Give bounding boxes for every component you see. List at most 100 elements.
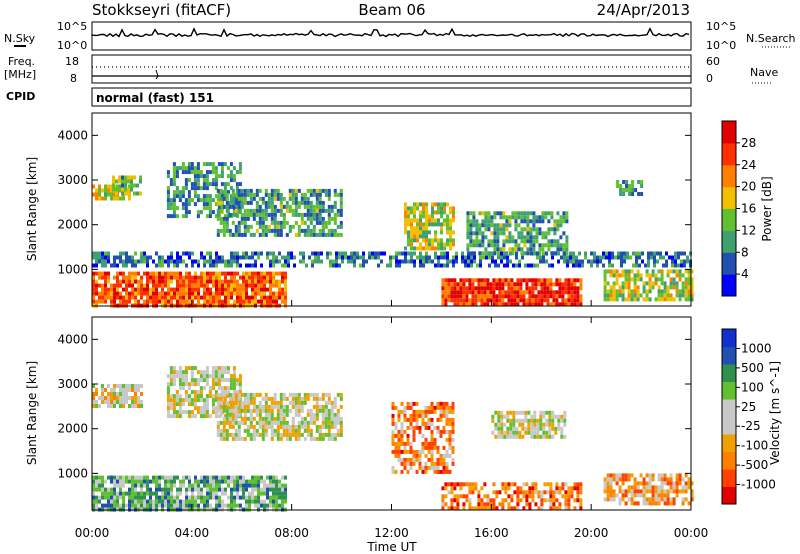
data-cell xyxy=(642,477,646,482)
data-cell xyxy=(403,409,407,414)
data-cell xyxy=(254,487,257,492)
data-cell xyxy=(394,421,398,426)
data-cell xyxy=(541,247,545,252)
data-cell xyxy=(653,259,656,264)
data-cell xyxy=(427,441,431,446)
data-cell xyxy=(508,215,512,220)
data-cell xyxy=(424,445,428,450)
data-cell xyxy=(469,211,473,216)
data-cell xyxy=(261,212,265,217)
data-cell xyxy=(187,190,191,195)
data-cell xyxy=(119,479,122,484)
data-cell xyxy=(637,192,641,196)
data-cell xyxy=(222,424,226,429)
data-cell xyxy=(477,494,481,499)
data-cell xyxy=(95,487,98,492)
data-cell xyxy=(200,495,203,500)
data-cell xyxy=(119,271,122,276)
data-cell xyxy=(104,287,107,292)
data-cell xyxy=(576,482,580,487)
data-cell xyxy=(248,299,251,304)
data-cell xyxy=(131,491,134,496)
data-cell xyxy=(526,227,530,232)
data-cell xyxy=(169,214,173,219)
data-cell xyxy=(333,436,337,441)
data-cell xyxy=(110,192,113,197)
data-cell xyxy=(451,449,455,454)
data-cell xyxy=(570,490,574,495)
data-cell xyxy=(645,497,649,502)
data-cell xyxy=(603,297,607,302)
data-cell xyxy=(233,283,236,288)
data-cell xyxy=(263,291,266,296)
data-cell xyxy=(187,166,191,171)
data-cell xyxy=(272,295,275,300)
data-cell xyxy=(513,294,517,299)
data-cell xyxy=(92,475,95,480)
data-cell xyxy=(175,194,179,199)
data-cell xyxy=(191,263,194,268)
data-cell xyxy=(403,445,407,450)
data-cell xyxy=(270,428,274,433)
data-cell xyxy=(430,461,434,466)
data-cell xyxy=(300,192,304,197)
data-cell xyxy=(249,432,253,437)
data-cell xyxy=(680,251,683,256)
data-cell xyxy=(497,418,501,423)
data-cell xyxy=(128,503,131,508)
data-cell xyxy=(238,382,242,387)
data-cell xyxy=(205,366,209,371)
data-cell xyxy=(248,491,251,496)
data-cell xyxy=(511,211,515,216)
data-cell xyxy=(269,291,272,296)
data-cell xyxy=(536,418,540,423)
data-cell xyxy=(497,410,501,415)
data-cell xyxy=(576,486,580,491)
data-cell xyxy=(502,211,506,216)
data-cell xyxy=(166,186,170,191)
data-cell xyxy=(501,282,505,287)
data-cell xyxy=(497,430,501,435)
data-cell xyxy=(158,479,161,484)
data-cell xyxy=(164,491,167,496)
data-cell xyxy=(612,297,616,302)
data-cell xyxy=(318,188,322,193)
data-cell xyxy=(519,498,523,503)
data-cell xyxy=(261,416,265,421)
data-cell xyxy=(498,490,502,495)
data-cell xyxy=(645,501,649,506)
data-cell xyxy=(532,219,536,224)
data-cell xyxy=(611,255,614,260)
data-cell xyxy=(579,278,583,283)
data-cell xyxy=(306,412,310,417)
data-cell xyxy=(660,281,664,286)
beam-title: Beam 06 xyxy=(358,1,425,19)
data-cell xyxy=(218,295,221,300)
data-cell xyxy=(254,483,257,488)
data-cell xyxy=(516,294,520,299)
data-cell xyxy=(190,378,194,383)
data-cell xyxy=(333,188,337,193)
data-cell xyxy=(609,485,613,490)
data-cell xyxy=(514,223,518,228)
data-cell xyxy=(282,396,286,401)
data-cell xyxy=(115,187,118,192)
data-cell xyxy=(330,400,334,405)
data-cell xyxy=(237,204,241,209)
x-axis-label: Time UT xyxy=(366,540,417,554)
data-cell xyxy=(113,483,116,488)
data-cell xyxy=(624,269,628,274)
data-cell xyxy=(447,482,451,487)
data-cell xyxy=(246,392,250,397)
data-cell xyxy=(546,278,550,283)
data-cell xyxy=(284,271,287,276)
data-cell xyxy=(409,461,413,466)
data-cell xyxy=(167,271,170,276)
data-cell xyxy=(648,281,652,286)
data-cell xyxy=(486,302,490,307)
data-cell xyxy=(127,187,130,192)
data-cell xyxy=(327,424,331,429)
data-cell xyxy=(282,196,286,201)
data-cell xyxy=(642,481,646,486)
noise-left-label: N.Sky xyxy=(4,32,36,45)
